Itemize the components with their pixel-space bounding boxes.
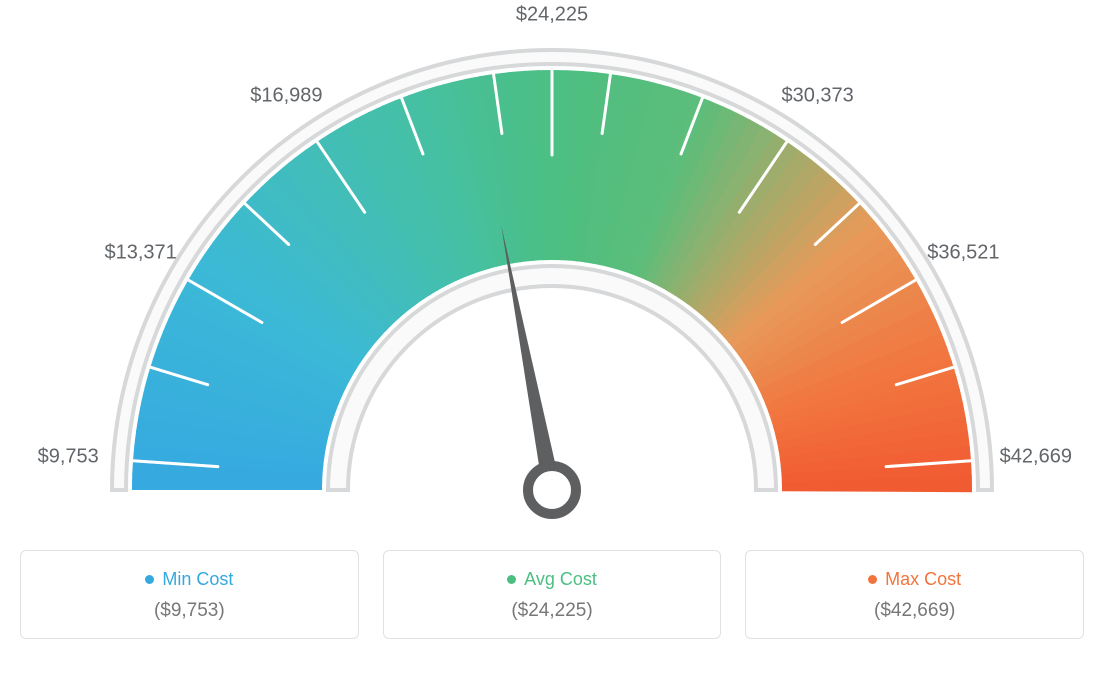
- gauge-tick-label: $30,373: [781, 85, 853, 108]
- gauge-tick-label: $42,669: [1000, 445, 1072, 468]
- legend-avg-title-row: Avg Cost: [507, 569, 597, 590]
- legend-card-avg: Avg Cost ($24,225): [383, 550, 722, 639]
- gauge-tick-label: $24,225: [516, 4, 588, 27]
- gauge-tick-label: $9,753: [38, 445, 99, 468]
- gauge-tick-label: $16,989: [250, 85, 322, 108]
- legend-avg-value: ($24,225): [404, 600, 701, 622]
- legend-avg-dot: [507, 575, 516, 584]
- legend-max-value: ($42,669): [766, 600, 1063, 622]
- legend-min-title: Min Cost: [162, 569, 233, 590]
- legend-max-title-row: Max Cost: [868, 569, 961, 590]
- legend-min-value: ($9,753): [41, 600, 338, 622]
- legend-row: Min Cost ($9,753) Avg Cost ($24,225) Max…: [20, 550, 1084, 639]
- gauge-svg: [20, 20, 1084, 530]
- gauge-tick-label: $13,371: [104, 241, 176, 264]
- legend-min-dot: [145, 575, 154, 584]
- legend-card-max: Max Cost ($42,669): [745, 550, 1084, 639]
- gauge-tick-label: $36,521: [927, 241, 999, 264]
- legend-max-dot: [868, 575, 877, 584]
- legend-avg-title: Avg Cost: [524, 569, 597, 590]
- legend-card-min: Min Cost ($9,753): [20, 550, 359, 639]
- gauge-chart: $9,753$13,371$16,989$24,225$30,373$36,52…: [20, 20, 1084, 530]
- chart-wrapper: $9,753$13,371$16,989$24,225$30,373$36,52…: [20, 20, 1084, 639]
- legend-min-title-row: Min Cost: [145, 569, 233, 590]
- legend-max-title: Max Cost: [885, 569, 961, 590]
